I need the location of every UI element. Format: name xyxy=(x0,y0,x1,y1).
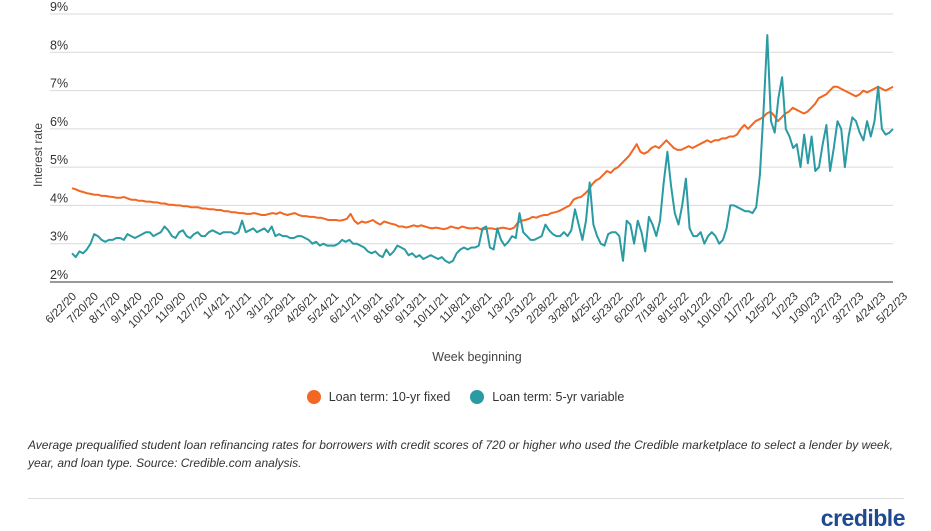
chart-caption: Average prequalified student loan refina… xyxy=(28,438,893,470)
divider xyxy=(28,498,904,499)
y-tick-label: 5% xyxy=(50,153,68,167)
y-axis-ticks: 9% 8% 7% 6% 5% 4% 3% 2% xyxy=(50,0,68,282)
legend-label-fixed: Loan term: 10-yr fixed xyxy=(328,390,451,404)
y-tick-label: 6% xyxy=(50,115,68,129)
y-tick-label: 2% xyxy=(50,268,68,282)
y-tick-label: 7% xyxy=(50,77,68,91)
y-tick-label: 3% xyxy=(50,230,68,244)
legend-swatch-fixed xyxy=(306,390,321,404)
chart-legend: Loan term: 10-yr fixed Loan term: 5-yr v… xyxy=(0,390,931,404)
legend-swatch-variable xyxy=(470,390,485,404)
legend-item-fixed: Loan term: 10-yr fixed xyxy=(306,390,451,404)
x-axis-ticks: 6/22/207/20/208/17/209/14/2010/12/2011/9… xyxy=(44,291,911,331)
legend-label-variable: Loan term: 5-yr variable xyxy=(492,390,625,404)
y-axis-label: Interest rate xyxy=(31,123,45,187)
line-chart: 9% 8% 7% 6% 5% 4% 3% 2% Interest rate 6/22/207/… xyxy=(31,0,911,364)
gridlines xyxy=(50,13,893,283)
series-line-5yr-variable xyxy=(71,34,894,264)
legend-item-variable: Loan term: 5-yr variable xyxy=(470,390,624,404)
credible-logo: credible xyxy=(820,505,906,531)
series-lines xyxy=(71,34,894,264)
y-tick-label: 8% xyxy=(50,38,68,52)
x-axis-label: Week beginning xyxy=(432,350,521,364)
y-tick-label: 4% xyxy=(50,191,68,205)
y-tick-label: 9% xyxy=(50,0,68,14)
